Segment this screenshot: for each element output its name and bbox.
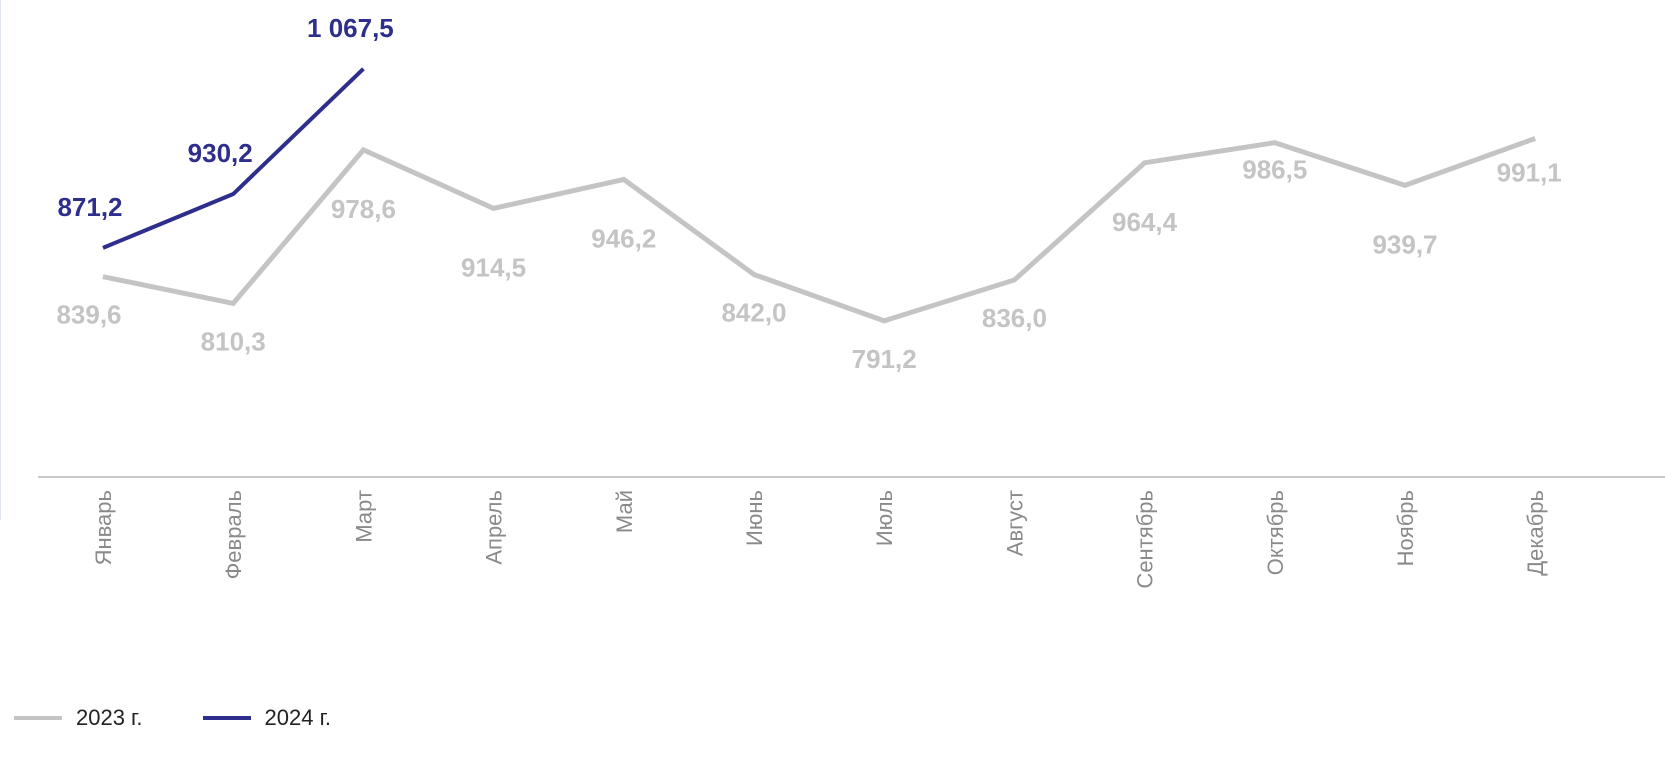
x-tick-label: Июль — [872, 490, 897, 546]
x-tick-label: Июнь — [742, 490, 767, 546]
legend-label-2023: 2023 г. — [76, 705, 143, 730]
legend-item-2024: 2024 г. — [202, 705, 332, 731]
x-tick-label: Ноябрь — [1393, 490, 1418, 566]
legend-swatch-2024 — [202, 716, 251, 720]
data-label-2024: 930,2 — [188, 138, 253, 168]
x-tick-label: Март — [351, 490, 376, 543]
left-border — [0, 0, 1, 520]
data-label-2023: 964,4 — [1112, 207, 1178, 237]
legend-swatch-2023 — [14, 716, 62, 720]
data-label-2023: 810,3 — [201, 326, 266, 356]
x-tick-label: Декабрь — [1523, 490, 1548, 576]
x-tick-label: Октябрь — [1263, 490, 1288, 575]
legend-label-2024: 2024 г. — [264, 705, 332, 730]
data-label-2023: 842,0 — [721, 297, 786, 327]
x-tick-label: Август — [1002, 490, 1027, 556]
legend: 2023 г. 2024 г. — [14, 705, 391, 731]
x-tick-label: Февраль — [221, 490, 246, 579]
series-line-2023 — [102, 136, 1537, 324]
data-label-2024: 871,2 — [57, 192, 122, 222]
legend-item-2023: 2023 г. — [14, 705, 143, 731]
data-label-2023: 991,1 — [1497, 157, 1562, 187]
data-label-2023: 986,5 — [1242, 155, 1307, 185]
x-tick-label: Январь — [91, 490, 116, 565]
data-label-2023: 791,2 — [852, 344, 917, 374]
data-label-2023: 914,5 — [461, 252, 526, 282]
data-label-2023: 978,6 — [331, 194, 396, 224]
x-axis: Январь Февраль Март Апрель Май Июнь Июль Август… — [38, 476, 1665, 589]
data-label-2023: 839,6 — [56, 300, 121, 330]
x-tick-label: Апрель — [482, 490, 507, 565]
data-labels: 839,6 810,3 978,6 914,5 946,2 842,0 791,2 836,0… — [56, 13, 1561, 374]
data-label-2023: 939,7 — [1372, 229, 1437, 259]
series-lines — [102, 67, 1537, 324]
x-tick-label: Сентябрь — [1133, 490, 1158, 589]
series-line-2024 — [102, 67, 365, 250]
data-label-2023: 946,2 — [591, 223, 656, 253]
data-label-2023: 836,0 — [982, 303, 1047, 333]
data-label-2024: 1 067,5 — [307, 13, 394, 43]
x-tick-label: Май — [612, 490, 637, 533]
